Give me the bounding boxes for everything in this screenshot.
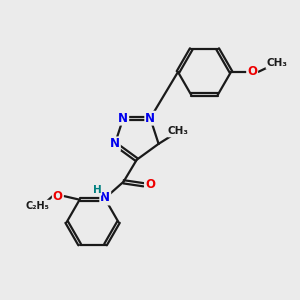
Text: CH₃: CH₃ bbox=[266, 58, 287, 68]
Text: N: N bbox=[145, 112, 155, 125]
Text: O: O bbox=[53, 190, 63, 203]
Text: N: N bbox=[110, 137, 120, 150]
Text: CH₃: CH₃ bbox=[168, 127, 189, 136]
Text: N: N bbox=[118, 112, 128, 125]
Text: N: N bbox=[100, 191, 110, 205]
Text: O: O bbox=[247, 65, 257, 79]
Text: H: H bbox=[93, 185, 101, 195]
Text: C₂H₅: C₂H₅ bbox=[26, 201, 50, 211]
Text: O: O bbox=[145, 178, 155, 191]
